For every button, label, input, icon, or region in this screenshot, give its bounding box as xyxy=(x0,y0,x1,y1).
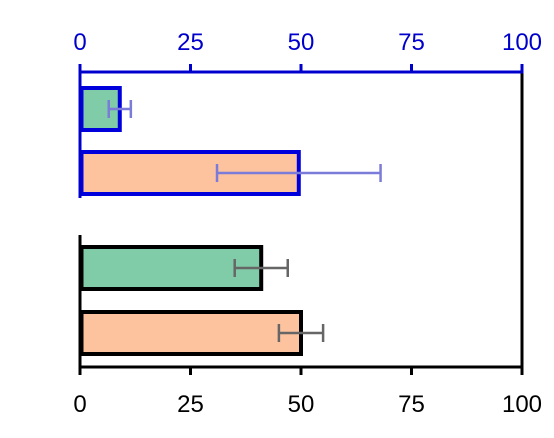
top-axis-tick-label: 100 xyxy=(502,29,542,56)
bottom-axis-tick-label: 25 xyxy=(177,391,204,418)
bottom-axis-tick-label: 75 xyxy=(398,391,425,418)
bars-layer xyxy=(79,86,303,356)
top-axis-tick-label: 25 xyxy=(177,29,204,56)
top-axis-tick-label: 0 xyxy=(73,29,86,56)
error-bars-layer xyxy=(107,100,382,342)
top-axis-tick-label: 50 xyxy=(288,29,315,56)
axes-layer: 0 25 50 75 100 0 25 50 75 100 xyxy=(73,29,542,418)
bottom-axis-tick-label: 0 xyxy=(73,391,86,418)
bar-g2-2 xyxy=(79,310,303,356)
top-axis-tick-label: 75 xyxy=(398,29,425,56)
bottom-axis-tick-label: 100 xyxy=(502,391,542,418)
bottom-axis-tick-label: 50 xyxy=(288,391,315,418)
